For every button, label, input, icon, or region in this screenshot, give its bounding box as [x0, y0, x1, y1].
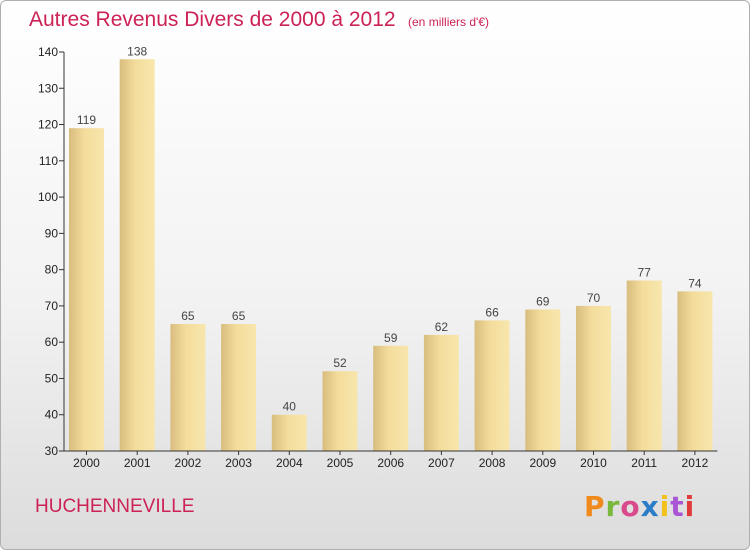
data-label-2001: 138 — [127, 44, 147, 58]
logo-letter: t — [670, 490, 685, 523]
data-label-2006: 59 — [384, 331, 398, 345]
bar-2010 — [576, 305, 611, 451]
axis-layer: 2000 2001 2002 2003 2004 2005 2006 2007 2008 2009… — [38, 45, 718, 470]
x-tick-label-2006: 2006 — [377, 456, 404, 470]
x-tick-label-2007: 2007 — [428, 456, 455, 470]
chart-title-block: Autres Revenus Divers de 2000 à 2012 (en… — [29, 8, 489, 32]
data-label-2011: 77 — [638, 266, 652, 280]
y-tick-label-100: 100 — [38, 190, 58, 204]
bar-2002 — [170, 324, 206, 451]
x-tick-label-2001: 2001 — [124, 456, 151, 470]
chart-unit: (en milliers d'€) — [408, 15, 489, 29]
data-label-2004: 40 — [283, 400, 297, 414]
location-name: HUCHENNEVILLE — [35, 496, 195, 517]
data-label-2007: 62 — [435, 320, 449, 334]
logo-letter: o — [620, 490, 641, 523]
y-tick-label-60: 60 — [45, 335, 59, 349]
x-tick-label-2000: 2000 — [73, 456, 100, 470]
bar-2004 — [271, 414, 307, 451]
y-tick-label-140: 140 — [38, 45, 58, 59]
bar-2007 — [423, 334, 459, 451]
logo-letter: r — [605, 490, 621, 523]
bar-2000 — [69, 128, 104, 451]
x-tick-label-2004: 2004 — [276, 456, 303, 470]
y-tick-label-90: 90 — [45, 226, 59, 240]
data-label-2012: 74 — [688, 276, 702, 290]
bar-2009 — [525, 309, 561, 451]
data-label-2002: 65 — [181, 309, 195, 323]
data-label-2008: 66 — [485, 305, 499, 319]
bars-layer: 119 138 65 65 40 52 59 62 66 69 70 77 74 — [69, 44, 713, 451]
x-tick-label-2002: 2002 — [175, 456, 202, 470]
logo-letter: i — [684, 490, 696, 523]
bar-2008 — [474, 320, 510, 451]
x-tick-label-2005: 2005 — [327, 456, 354, 470]
bar-2005 — [322, 371, 358, 451]
chart-title: Autres Revenus Divers de 2000 à 2012 — [29, 8, 396, 31]
bar-2012 — [677, 291, 713, 451]
y-tick-label-80: 80 — [45, 263, 59, 277]
x-tick-label-2009: 2009 — [529, 456, 556, 470]
y-tick-label-40: 40 — [45, 408, 59, 422]
logo-letter: i — [659, 490, 671, 523]
logo-letter: x — [640, 490, 660, 523]
y-tick-label-30: 30 — [45, 444, 59, 458]
x-tick-label-2010: 2010 — [580, 456, 607, 470]
data-label-2000: 119 — [77, 113, 96, 127]
data-label-2010: 70 — [587, 291, 601, 305]
y-tick-label-130: 130 — [38, 81, 58, 95]
bar-2011 — [626, 280, 662, 451]
x-tick-label-2003: 2003 — [225, 456, 252, 470]
bar-2001 — [119, 59, 155, 451]
data-label-2005: 52 — [333, 356, 347, 370]
y-tick-label-50: 50 — [45, 371, 59, 385]
data-label-2009: 69 — [536, 295, 550, 309]
proxiti-logo[interactable]: Proxiti — [584, 490, 695, 523]
y-tick-label-70: 70 — [45, 299, 59, 313]
bar-2003 — [221, 324, 257, 451]
x-tick-label-2011: 2011 — [631, 456, 657, 470]
bar-2006 — [373, 345, 409, 451]
x-tick-label-2012: 2012 — [682, 456, 709, 470]
logo-letter: P — [584, 490, 606, 523]
x-tick-label-2008: 2008 — [479, 456, 506, 470]
y-tick-label-120: 120 — [38, 118, 58, 132]
y-tick-label-110: 110 — [39, 154, 58, 168]
data-label-2003: 65 — [232, 309, 246, 323]
